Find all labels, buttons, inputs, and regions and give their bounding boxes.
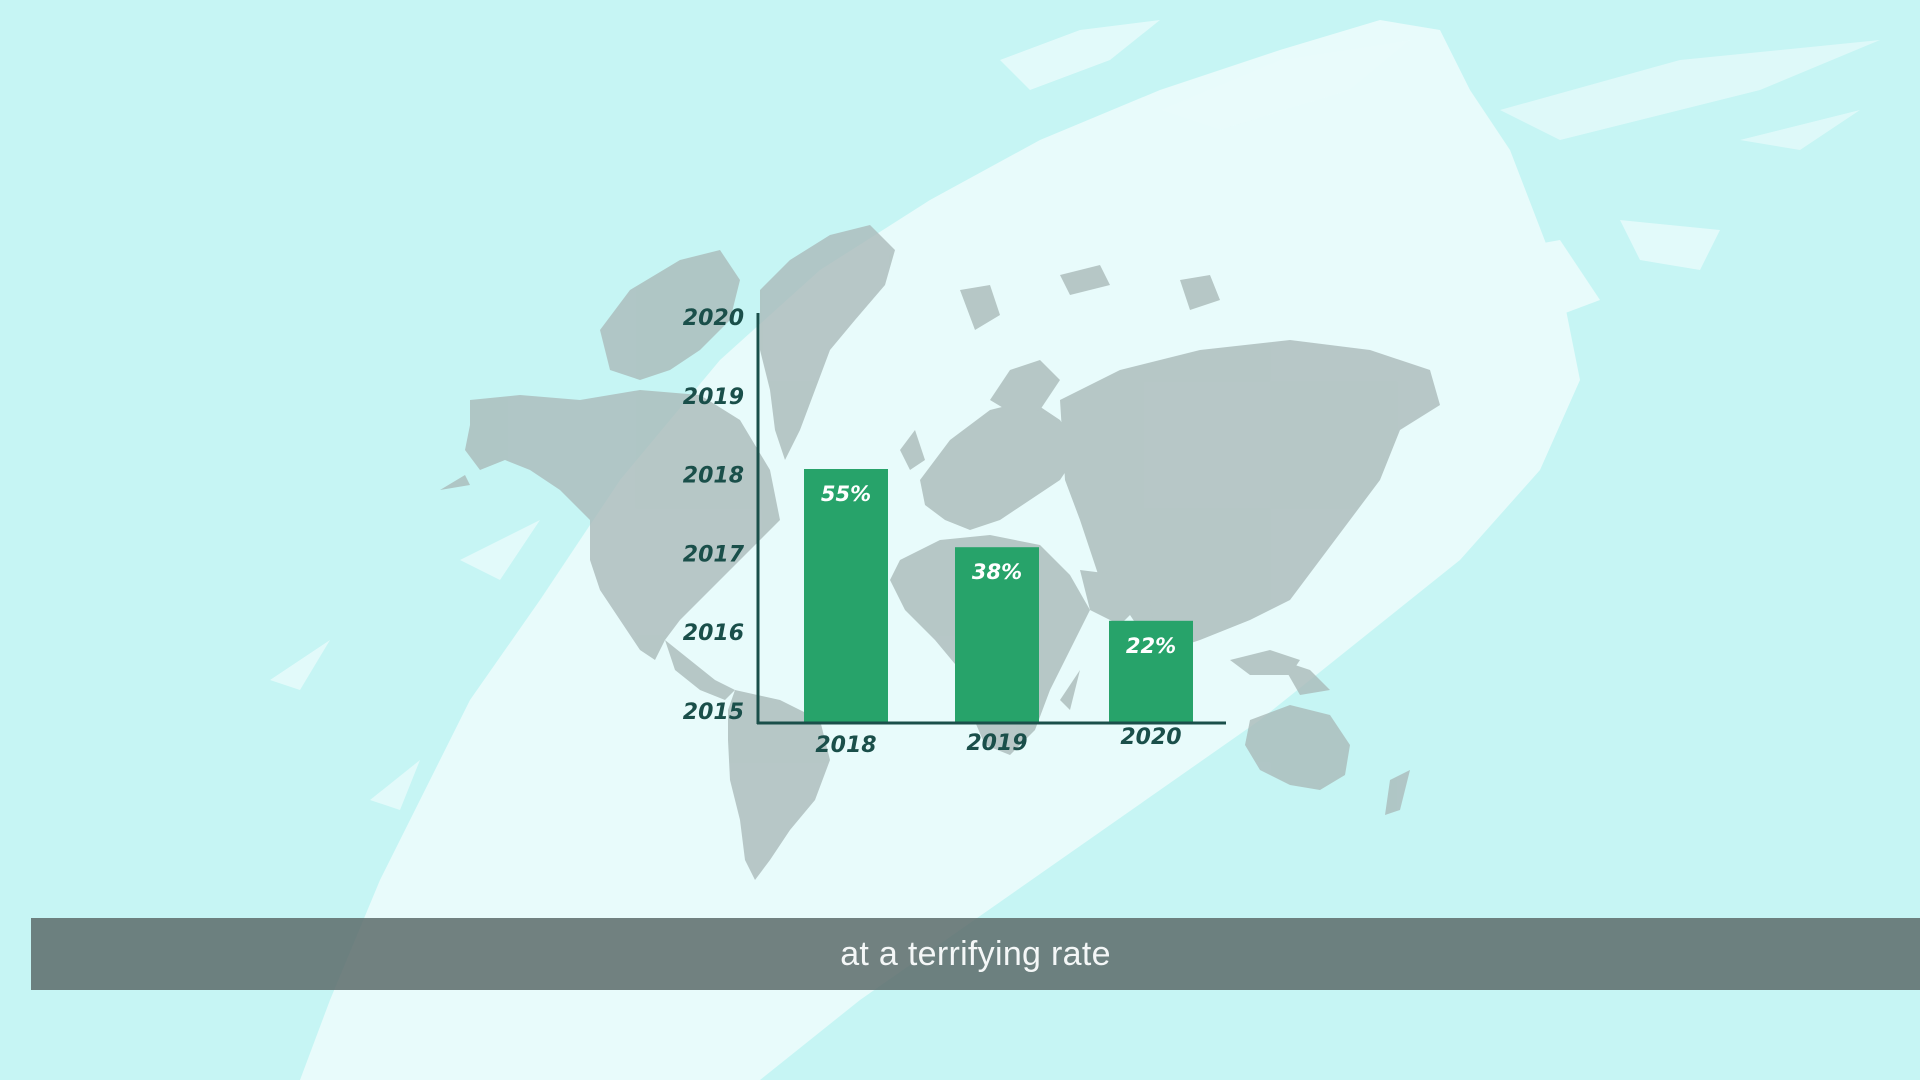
caption-bar: at a terrifying rate bbox=[31, 918, 1920, 990]
x-tick-label: 2020 bbox=[1120, 725, 1181, 750]
x-tick-label: 2019 bbox=[966, 731, 1027, 756]
y-tick-label: 2016 bbox=[683, 621, 744, 646]
world-map bbox=[440, 225, 1440, 880]
y-tick-label: 2019 bbox=[683, 385, 744, 410]
bar-value-labels: 55% 38% 22% bbox=[821, 482, 1176, 658]
bar bbox=[955, 547, 1039, 722]
bar-value-label: 38% bbox=[972, 560, 1022, 584]
x-axis-tick-labels: 2018 2019 2020 bbox=[815, 725, 1181, 758]
bar-value-label: 55% bbox=[821, 482, 871, 506]
y-tick-label: 2017 bbox=[683, 542, 745, 567]
y-tick-label: 2020 bbox=[683, 306, 744, 331]
caption-text: at a terrifying rate bbox=[840, 934, 1111, 973]
y-tick-label: 2015 bbox=[683, 700, 744, 725]
x-tick-label: 2018 bbox=[815, 733, 876, 758]
y-axis-tick-labels: 2015 2016 2017 2018 2019 2020 bbox=[683, 306, 745, 725]
bar bbox=[804, 469, 888, 722]
bar bbox=[1109, 620, 1193, 722]
bar-value-label: 22% bbox=[1126, 634, 1176, 658]
y-tick-label: 2018 bbox=[683, 464, 744, 489]
bars bbox=[804, 469, 1193, 722]
